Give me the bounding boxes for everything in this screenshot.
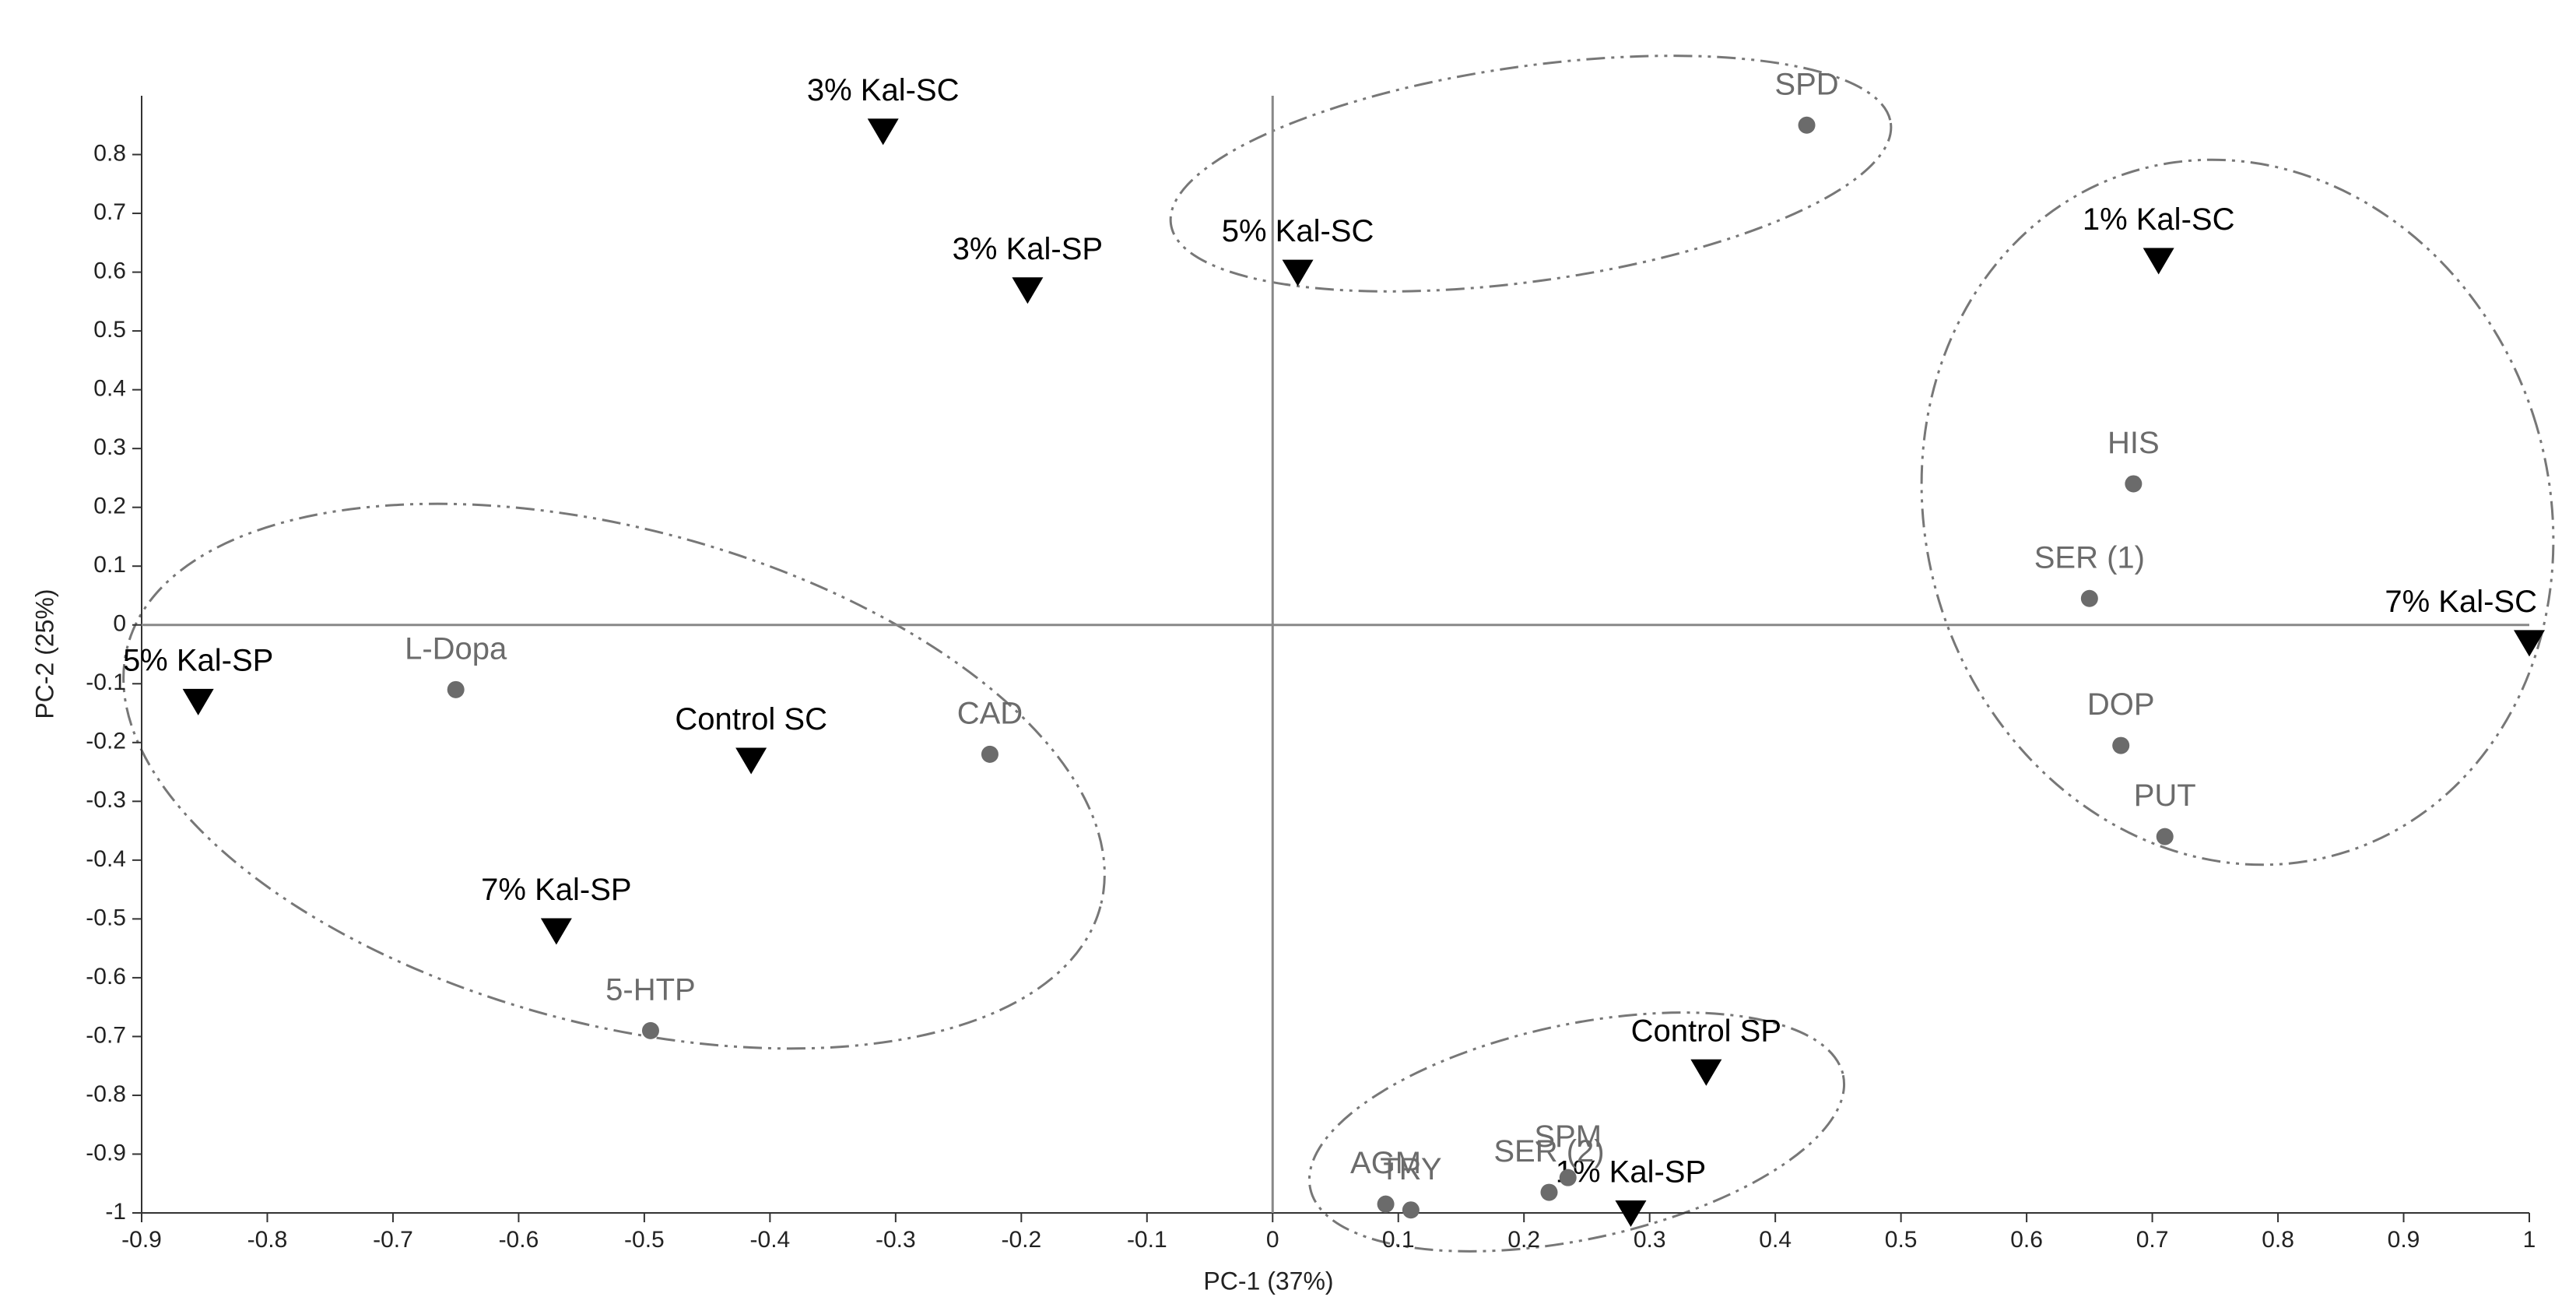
x-tick-label: 0.5 (1885, 1227, 1918, 1253)
x-tick-label: -0.6 (499, 1227, 539, 1253)
point-label: Control SC (675, 702, 827, 736)
x-tick-label: 0.3 (1634, 1227, 1666, 1253)
y-tick-label: -0.4 (86, 846, 126, 872)
x-tick-label: 0.8 (2262, 1227, 2294, 1253)
variable-marker (1377, 1195, 1395, 1213)
x-tick-label: 0.9 (2388, 1227, 2420, 1253)
x-tick-label: 0.4 (1759, 1227, 1792, 1253)
point-label: 3% Kal-SC (807, 73, 960, 107)
y-tick-label: -0.5 (86, 905, 126, 930)
variable-marker (981, 745, 998, 763)
x-tick-label: 0.2 (1507, 1227, 1540, 1253)
y-tick-label: -0.3 (86, 787, 126, 813)
cluster-ellipse (1307, 1011, 1846, 1253)
variable-marker (2125, 475, 2143, 493)
cluster-ellipse (122, 502, 1106, 1050)
y-tick-label: 0.6 (93, 258, 126, 284)
sample-marker (1282, 259, 1314, 286)
y-tick-label: -0.9 (86, 1140, 126, 1165)
y-tick-label: 0.3 (93, 434, 126, 460)
point-label: SER (1) (2034, 540, 2145, 575)
point-label: PUT (2134, 779, 2196, 813)
variable-marker (641, 1021, 659, 1039)
x-tick-label: -0.1 (1127, 1227, 1167, 1253)
y-tick-label: -0.6 (86, 964, 126, 989)
sample-marker (1012, 277, 1044, 304)
point-label: HIS (2107, 426, 2160, 460)
x-tick-label: -0.9 (121, 1227, 162, 1253)
point-label: 7% Kal-SP (481, 873, 631, 907)
y-tick-label: 0.1 (93, 552, 126, 578)
x-tick-label: 0 (1266, 1227, 1279, 1253)
point-label: 5% Kal-SP (123, 643, 273, 677)
variable-marker (1402, 1201, 1420, 1219)
variable-marker (447, 680, 465, 698)
variable-marker (2156, 828, 2174, 845)
y-tick-label: 0.7 (93, 199, 126, 225)
x-tick-label: -0.3 (876, 1227, 916, 1253)
x-tick-label: -0.7 (373, 1227, 413, 1253)
variable-marker (2080, 589, 2098, 607)
point-label: 7% Kal-SC (2385, 585, 2537, 619)
variable-marker (1798, 116, 1816, 134)
y-tick-label: 0.5 (93, 317, 126, 343)
x-tick-label: -0.8 (247, 1227, 288, 1253)
y-tick-label: 0.8 (93, 140, 126, 166)
x-axis-label: PC-1 (37%) (1203, 1267, 1333, 1295)
point-label: L-Dopa (405, 631, 507, 666)
sample-marker (182, 688, 214, 715)
y-tick-label: -0.1 (86, 670, 126, 695)
x-tick-label: -0.5 (624, 1227, 665, 1253)
sample-marker (735, 747, 767, 775)
sample-marker (540, 918, 572, 945)
point-label: CAD (957, 696, 1023, 730)
sample-marker (867, 118, 899, 146)
point-label: 3% Kal-SP (953, 232, 1103, 266)
sample-marker (1615, 1200, 1647, 1227)
x-tick-label: 1 (2523, 1227, 2536, 1253)
variable-marker (2112, 736, 2130, 754)
sample-marker (2514, 630, 2545, 657)
y-tick-label: -0.8 (86, 1081, 126, 1107)
point-label: Control SP (1631, 1014, 1781, 1048)
point-label: SPD (1774, 67, 1838, 101)
x-tick-label: -0.4 (750, 1227, 791, 1253)
y-axis-label: PC-2 (25%) (30, 589, 58, 719)
cluster-ellipse (1169, 54, 1893, 293)
sample-marker (1690, 1059, 1722, 1086)
sample-marker (2143, 248, 2174, 275)
y-tick-label: -1 (105, 1199, 126, 1225)
variable-marker (1559, 1169, 1577, 1186)
x-tick-label: 0.6 (2010, 1227, 2043, 1253)
point-label: SER (2) (1493, 1134, 1604, 1169)
y-tick-label: 0.2 (93, 494, 126, 519)
variable-marker (1540, 1183, 1558, 1201)
x-tick-label: 0.1 (1382, 1227, 1415, 1253)
point-label: DOP (2087, 687, 2155, 722)
point-label: 1% Kal-SP (1556, 1155, 1706, 1190)
point-label: 5-HTP (605, 972, 696, 1007)
point-label: AGM (1350, 1146, 1421, 1180)
x-tick-label: -0.2 (1001, 1227, 1041, 1253)
y-tick-label: -0.2 (86, 729, 126, 754)
x-tick-label: 0.7 (2136, 1227, 2169, 1253)
point-label: TRY (1380, 1152, 1441, 1186)
cluster-ellipse (1920, 158, 2555, 866)
point-label: SPM (1534, 1119, 1602, 1154)
y-tick-label: 0.4 (93, 376, 126, 402)
point-label: 5% Kal-SC (1222, 214, 1374, 248)
point-label: 1% Kal-SC (2083, 202, 2235, 237)
y-tick-label: -0.7 (86, 1022, 126, 1048)
y-tick-label: 0 (113, 611, 126, 637)
